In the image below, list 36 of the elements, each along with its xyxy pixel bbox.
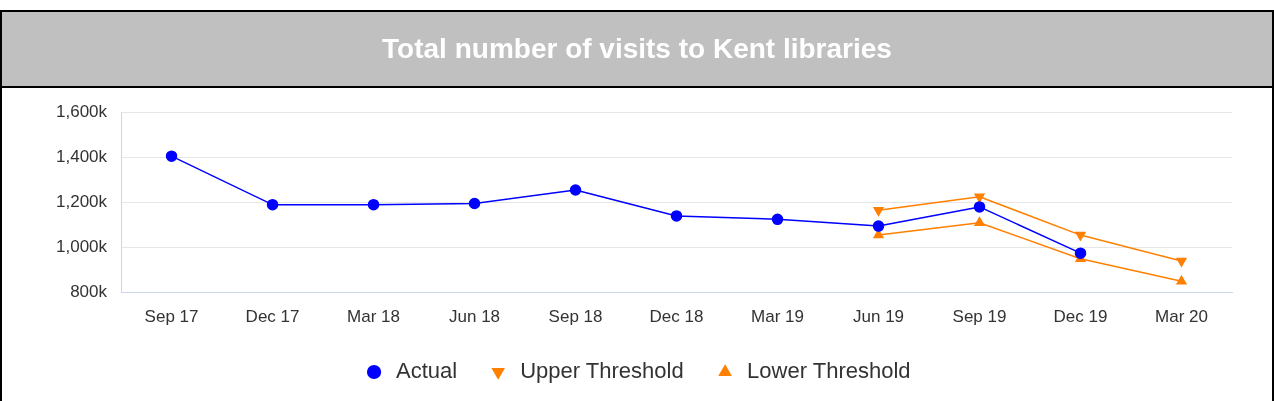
point [569,184,582,196]
point [468,197,481,210]
point [266,198,279,211]
point [165,150,178,162]
point [1075,231,1086,241]
point [872,220,885,232]
y-tick-label: 1,200k [55,192,108,212]
y-tick-label: 1,400k [55,146,108,166]
point [670,210,683,222]
x-tick-label: Dec 18 [649,307,704,327]
point [974,193,985,203]
chart-title: Total number of visits to Kent libraries [2,12,1272,88]
point [973,201,986,213]
y-tick-label: 1,000k [55,237,108,257]
point [873,207,884,217]
point [1074,247,1087,259]
x-tick-label: Sep 19 [952,307,1007,327]
x-tick-label: Sep 18 [548,307,603,327]
y-tick-label: 1,600k [55,101,108,121]
x-tick-label: Mar 18 [347,307,400,327]
x-tick-label: Dec 19 [1053,307,1108,327]
x-tick-label: Dec 17 [245,307,300,327]
x-tick-label: Sep 17 [144,307,199,327]
point [1176,257,1187,267]
point [367,198,380,211]
x-tick-label: Mar 19 [751,307,804,327]
x-tick-label: Jun 19 [852,307,905,327]
x-tick-label: Jun 18 [449,307,501,327]
point [1176,275,1187,285]
point [974,216,985,226]
y-tick-label: 800k [70,282,108,302]
point [771,213,784,226]
x-tick-label: Mar 20 [1155,307,1208,327]
legend-label: Actual [396,358,458,384]
legend-label: Lower Threshold [747,358,911,384]
legend-label: Upper Threshold [520,358,684,384]
